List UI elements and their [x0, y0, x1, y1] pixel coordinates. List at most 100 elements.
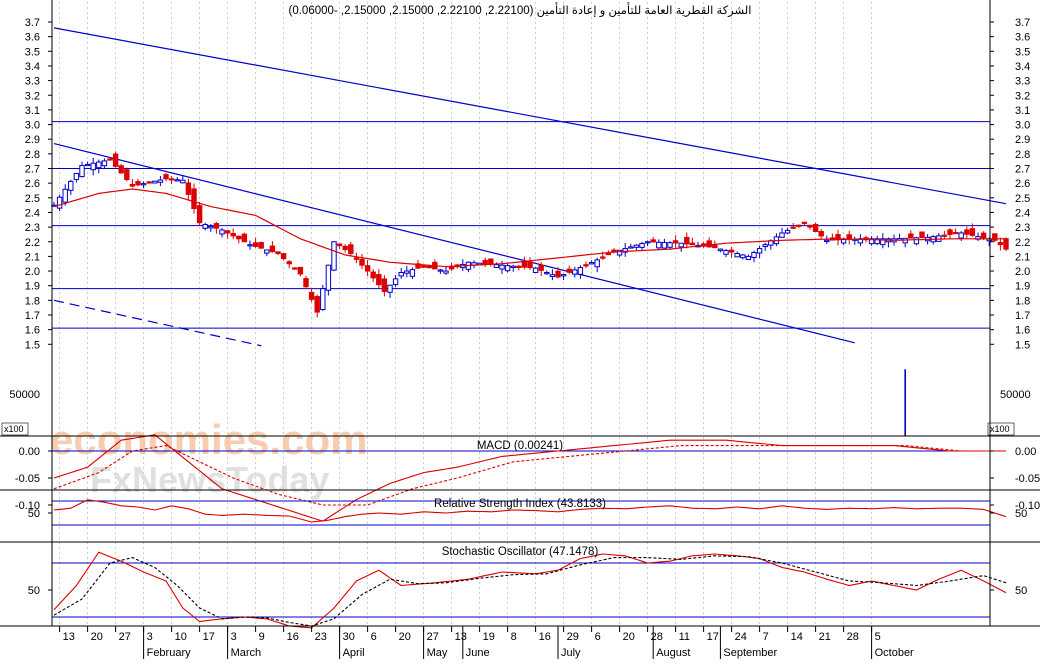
candle-body [835, 234, 841, 241]
rsi-line [53, 499, 1007, 523]
price-ytick-left: 2.3 [25, 222, 40, 234]
candle-body [152, 180, 158, 184]
price-ytick-left: 1.8 [25, 295, 40, 307]
candle-body [84, 163, 91, 167]
price-ytick-right: 1.7 [1015, 310, 1030, 322]
candle-body [549, 274, 556, 278]
candle-body [661, 241, 668, 249]
x-tick-label: 9 [259, 631, 265, 643]
candle-body [482, 259, 488, 265]
price-ytick-left: 2.1 [25, 251, 40, 263]
candle-body [594, 259, 600, 268]
candle-body [577, 267, 584, 275]
candle-body [689, 242, 696, 246]
candle-body [807, 224, 813, 228]
candle-body [258, 242, 264, 249]
candle-body [381, 278, 388, 293]
candle-body [493, 264, 500, 268]
price-ytick-right: 2.3 [1015, 222, 1030, 234]
x-tick-label: 28 [651, 631, 663, 643]
volume-unit-right: x100 [990, 424, 1010, 434]
candle-body [516, 265, 522, 268]
x-tick-label: 23 [315, 631, 327, 643]
candle-body [745, 255, 752, 260]
x-tick-label: 10 [175, 631, 187, 643]
candle-body [348, 244, 354, 254]
candle-body [202, 224, 208, 229]
candle-body [980, 232, 987, 239]
candle-body [717, 248, 724, 252]
candle-body [252, 242, 259, 247]
candle-body [723, 250, 729, 255]
candle-body [958, 232, 964, 239]
candle-body [286, 261, 292, 265]
price-ytick-left: 3.5 [25, 46, 40, 58]
price-ytick-right: 2.1 [1015, 251, 1030, 263]
candle-body [964, 229, 970, 235]
candle-body [667, 242, 673, 248]
candle-body [303, 278, 309, 288]
x-month-label: July [561, 647, 581, 659]
volume-ytick-left: 50000 [9, 389, 40, 401]
x-tick-label: 30 [343, 631, 355, 643]
candle-body [644, 241, 651, 244]
candle-body [824, 239, 830, 243]
x-tick-label: 3 [231, 631, 237, 643]
candle-body [415, 263, 421, 269]
candle-body [544, 272, 550, 275]
price-ytick-right: 2.7 [1015, 164, 1030, 176]
candle-body [572, 269, 578, 275]
candle-body [308, 291, 315, 300]
x-month-label: February [147, 647, 192, 659]
price-ytick-right: 1.5 [1015, 339, 1030, 351]
volume-unit-box-right [987, 422, 1015, 436]
price-ytick-right: 3.1 [1015, 105, 1030, 117]
price-ytick-left: 2.5 [25, 193, 40, 205]
price-ytick-right: 3.0 [1015, 120, 1030, 132]
candle-body [174, 179, 180, 182]
price-ytick-left: 1.9 [25, 281, 40, 293]
candle-body [628, 246, 634, 249]
x-month-label: September [723, 647, 777, 659]
x-tick-label: 3 [147, 631, 153, 643]
price-ytick-right: 3.7 [1015, 17, 1030, 29]
candle-body [68, 180, 74, 191]
price-ytick-left: 2.0 [25, 266, 40, 278]
price-ytick-right: 2.9 [1015, 134, 1030, 146]
x-month-label: May [427, 647, 448, 659]
candle-body [185, 182, 192, 195]
candle-body [706, 240, 712, 248]
price-ytick-left: 3.1 [25, 105, 40, 117]
candle-body [420, 265, 427, 268]
macd-ytick-left: -0.10 [15, 500, 40, 512]
price-ytick-right: 1.6 [1015, 325, 1030, 337]
x-tick-label: 24 [735, 631, 747, 643]
candle-body [269, 245, 276, 253]
candle-body [919, 231, 925, 239]
x-tick-label: 14 [791, 631, 803, 643]
macd-ytick-right: 0.00 [1015, 446, 1036, 458]
rsi-ytick-right: 50 [1015, 508, 1027, 520]
candle-body [241, 233, 248, 243]
price-ytick-left: 2.7 [25, 164, 40, 176]
x-month-label: June [466, 647, 490, 659]
price-ytick-right: 3.5 [1015, 46, 1030, 58]
stoch-title: Stochastic Oscillator (47.1478) [442, 546, 599, 558]
candle-body [124, 169, 130, 180]
candle-body [336, 243, 343, 247]
price-ytick-left: 3.4 [25, 61, 40, 73]
volume-unit-left: x100 [4, 424, 24, 434]
candle-body [796, 224, 802, 227]
candle-body [538, 264, 544, 271]
candle-body [488, 258, 494, 265]
candle-body [740, 254, 746, 259]
price-ytick-left: 1.6 [25, 325, 40, 337]
price-ytick-left: 1.5 [25, 339, 40, 351]
x-tick-label: 16 [287, 631, 299, 643]
candle-body [219, 229, 225, 235]
candle-body [376, 274, 382, 286]
volume-ytick-right: 50000 [1000, 389, 1031, 401]
price-ytick-right: 2.2 [1015, 237, 1030, 249]
